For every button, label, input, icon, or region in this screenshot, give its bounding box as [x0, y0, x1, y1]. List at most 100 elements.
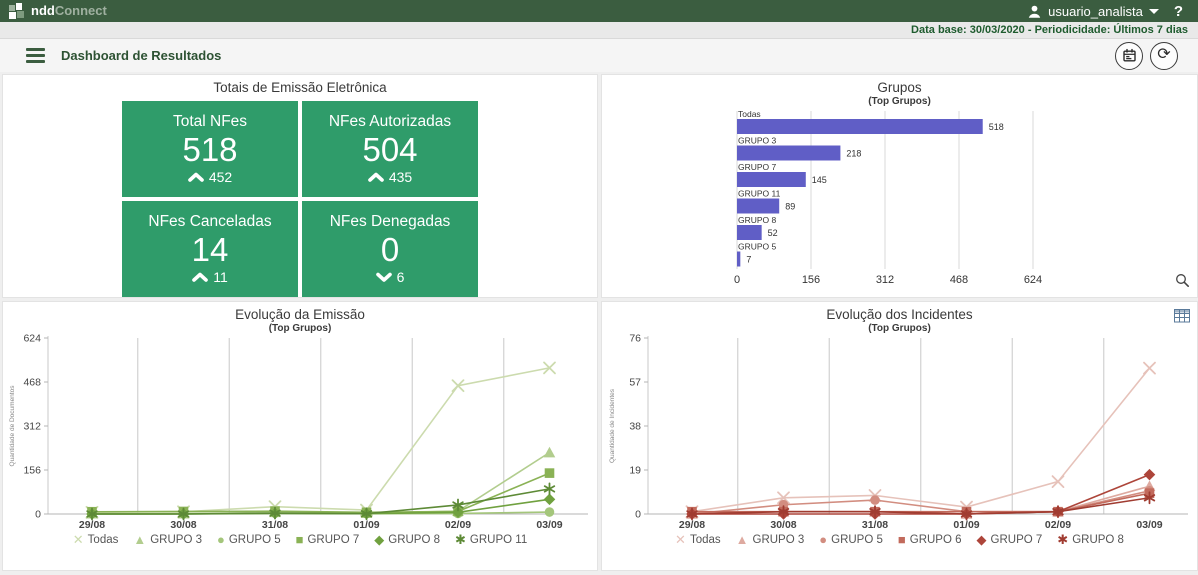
- square-marker-icon: ■: [296, 533, 304, 546]
- chevron-down-icon: [1149, 9, 1159, 14]
- legend-item[interactable]: ■GRUPO 6: [898, 533, 962, 546]
- svg-text:624: 624: [23, 334, 41, 345]
- menu-button[interactable]: [24, 46, 47, 65]
- page-title: Dashboard de Resultados: [61, 48, 221, 63]
- grupos-bar-chart: 0156312468624Todas518GRUPO 3218GRUPO 714…: [605, 107, 1195, 289]
- kpi-label: NFes Canceladas: [148, 213, 271, 231]
- circle-marker-icon: ●: [819, 533, 827, 546]
- kpi-label: NFes Denegadas: [330, 213, 451, 231]
- svg-text:156: 156: [23, 465, 41, 477]
- svg-text:0: 0: [733, 274, 739, 286]
- trend-down-icon: [376, 272, 392, 282]
- legend-item[interactable]: ▲GRUPO 3: [736, 533, 805, 546]
- kpi-value: 0: [381, 233, 399, 268]
- kpi-card: Total NFes 518452: [122, 101, 298, 197]
- zoom-button[interactable]: [1175, 273, 1190, 293]
- refresh-button[interactable]: ⟳: [1150, 42, 1178, 70]
- legend-label: GRUPO 11: [470, 534, 527, 546]
- svg-text:76: 76: [629, 334, 641, 345]
- dashboard-grid: Totais de Emissão Eletrônica Total NFes 5…: [0, 72, 1198, 573]
- kpi-trend-value: 452: [209, 169, 232, 185]
- kpi-card: NFes Canceladas1411: [122, 201, 298, 297]
- legend-item[interactable]: ◆ GRUPO 7: [977, 533, 1043, 546]
- legend-label: GRUPO 7: [307, 534, 359, 546]
- legend-item[interactable]: ✱GRUPO 11: [455, 533, 527, 546]
- legend-item[interactable]: ▲GRUPO 3: [133, 533, 202, 546]
- infobar: Data base: 30/03/2020 - Periodicidade: Ú…: [0, 22, 1198, 39]
- svg-text:03/09: 03/09: [1136, 519, 1162, 531]
- kpi-value: 14: [192, 233, 229, 268]
- incidentes-line-chart: 01938577629/0830/0831/0801/0902/0903/09Q…: [604, 334, 1196, 532]
- svg-text:29/08: 29/08: [678, 519, 704, 531]
- legend-item[interactable]: ◆GRUPO 8: [374, 533, 440, 546]
- svg-text:156: 156: [801, 274, 819, 286]
- refresh-icon: ⟳: [1157, 47, 1170, 63]
- svg-text:GRUPO 5: GRUPO 5: [738, 242, 777, 252]
- magnifier-icon: [1175, 273, 1190, 288]
- kpi-trend-value: 6: [397, 269, 405, 285]
- legend-label: Todas: [88, 534, 119, 546]
- svg-text:7: 7: [746, 255, 751, 265]
- kpi-value: 518: [182, 133, 237, 168]
- svg-text:624: 624: [1023, 274, 1041, 286]
- panel-emissao: Evolução da Emissão (Top Grupos) 0156312…: [2, 301, 598, 571]
- svg-text:30/08: 30/08: [170, 519, 196, 531]
- svg-text:0: 0: [35, 509, 41, 521]
- legend-item[interactable]: ■GRUPO 7: [296, 533, 360, 546]
- svg-text:29/08: 29/08: [79, 519, 105, 531]
- triangle-marker-icon: ▲: [736, 533, 749, 546]
- svg-text:GRUPO 11: GRUPO 11: [738, 189, 781, 199]
- svg-text:31/08: 31/08: [262, 519, 288, 531]
- svg-text:Quantidade de Incidentes: Quantidade de Incidentes: [609, 388, 616, 463]
- incidentes-subtitle: (Top Grupos): [602, 323, 1197, 334]
- legend-item[interactable]: ● GRUPO 5: [819, 533, 883, 546]
- legend-item[interactable]: ✕Todas: [675, 533, 721, 546]
- grupos-subtitle: (Top Grupos): [602, 96, 1197, 107]
- asterisk-marker-icon: ✱: [1057, 533, 1068, 546]
- calendar-button[interactable]: [1115, 42, 1143, 70]
- legend-item[interactable]: ●GRUPO 5: [217, 533, 281, 546]
- svg-text:145: 145: [811, 175, 826, 185]
- ndd-logo-icon: [9, 3, 25, 19]
- legend-label: GRUPO 3: [150, 534, 202, 546]
- username: usuario_analista: [1048, 4, 1143, 19]
- svg-text:03/09: 03/09: [536, 519, 562, 531]
- svg-text:GRUPO 3: GRUPO 3: [738, 136, 777, 146]
- kpi-label: NFes Autorizadas: [329, 113, 451, 131]
- diamond-marker-icon: ◆: [977, 533, 987, 546]
- legend-item[interactable]: ✕ Todas: [73, 533, 119, 546]
- svg-text:218: 218: [846, 149, 861, 159]
- legend-label: GRUPO 7: [991, 534, 1043, 546]
- brand-logo: nddConnect: [9, 2, 107, 20]
- svg-text:30/08: 30/08: [770, 519, 796, 531]
- svg-text:312: 312: [23, 421, 41, 433]
- legend-label: GRUPO 6: [910, 534, 962, 546]
- kpi-label: Total NFes: [173, 113, 247, 131]
- table-view-button[interactable]: [1174, 309, 1190, 328]
- kpi-cards: Total NFes518452NFes Autorizadas504435NF…: [122, 101, 478, 297]
- x-marker-icon: ✕: [73, 533, 84, 546]
- legend-label: Todas: [690, 534, 721, 546]
- kpi-trend-value: 435: [389, 169, 412, 185]
- help-button[interactable]: ?: [1168, 3, 1189, 20]
- svg-text:GRUPO 7: GRUPO 7: [738, 162, 777, 172]
- app-root: nddConnect usuario_analista ? Data base:…: [0, 0, 1198, 573]
- incidentes-legend: ✕Todas▲GRUPO 3●GRUPO 5■GRUPO 6◆GRUPO 7✱G…: [602, 533, 1197, 546]
- user-menu[interactable]: usuario_analista: [1027, 4, 1159, 19]
- kpi-trend: 435: [368, 169, 412, 185]
- legend-label: GRUPO 5: [229, 534, 281, 546]
- legend-item[interactable]: ✱GRUPO 8: [1057, 533, 1124, 546]
- svg-text:31/08: 31/08: [861, 519, 887, 531]
- svg-text:38: 38: [629, 421, 641, 433]
- svg-text:Quantidade de Documentos: Quantidade de Documentos: [9, 385, 16, 467]
- legend-label: GRUPO 5: [831, 534, 883, 546]
- trend-up-icon: [192, 272, 208, 282]
- panel-incidentes: Evolução dos Incidentes (Top Grupos) 019…: [601, 301, 1198, 571]
- kpi-trend: 6: [376, 269, 405, 285]
- table-grid-icon: [1174, 309, 1190, 323]
- emissao-subtitle: (Top Grupos): [3, 323, 597, 334]
- svg-text:518: 518: [988, 122, 1003, 132]
- svg-text:312: 312: [875, 274, 893, 286]
- svg-text:02/09: 02/09: [445, 519, 471, 531]
- totais-title: Totais de Emissão Eletrônica: [3, 80, 597, 95]
